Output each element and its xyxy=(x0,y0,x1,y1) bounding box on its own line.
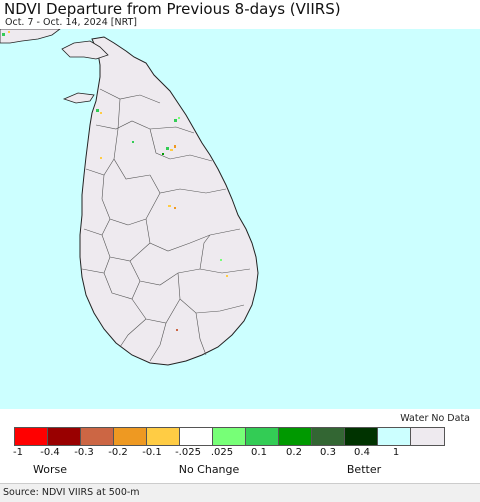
legend-tick: -.025 xyxy=(175,447,201,458)
legend-tick: -1 xyxy=(13,447,23,458)
legend-tick: 0.2 xyxy=(286,447,302,458)
legend-swatch xyxy=(411,428,444,445)
better-label: Better xyxy=(346,463,382,476)
legend-tick: 0.3 xyxy=(320,447,336,458)
legend-tick: 1 xyxy=(392,447,400,458)
legend-swatches xyxy=(14,427,445,446)
map-title: NDVI Departure from Previous 8-days (VII… xyxy=(4,0,341,18)
legend-tick: -0.4 xyxy=(40,447,60,458)
map-panel xyxy=(0,29,480,409)
source-text: Source: NDVI VIIRS at 500-m xyxy=(3,487,140,498)
mannar-island xyxy=(62,92,95,104)
legend-tick: .025 xyxy=(210,447,234,458)
legend-swatch xyxy=(312,428,345,445)
legend-swatch xyxy=(246,428,279,445)
no-change-label: No Change xyxy=(178,463,240,476)
legend-swatch xyxy=(345,428,378,445)
legend-swatch xyxy=(147,428,180,445)
jaffna-peninsula xyxy=(61,40,109,60)
legend-swatch xyxy=(81,428,114,445)
source-bar: Source: NDVI VIIRS at 500-m xyxy=(0,483,480,502)
district-boundaries xyxy=(81,88,251,362)
legend-tick: -0.1 xyxy=(142,447,162,458)
sri-lanka-map xyxy=(0,29,480,409)
water-no-data-label: Water No Data xyxy=(400,413,470,424)
legend-tick: -0.3 xyxy=(74,447,94,458)
legend-swatch xyxy=(48,428,81,445)
legend-tick: 0.4 xyxy=(354,447,370,458)
india-coast xyxy=(0,29,61,44)
sri-lanka-land xyxy=(79,36,259,366)
legend-swatch xyxy=(213,428,246,445)
map-subtitle: Oct. 7 - Oct. 14, 2024 [NRT] xyxy=(5,17,137,28)
legend-swatch xyxy=(15,428,48,445)
legend-tick: 0.1 xyxy=(251,447,267,458)
legend-swatch xyxy=(378,428,411,445)
legend-tick: -0.2 xyxy=(108,447,128,458)
legend-swatch xyxy=(114,428,147,445)
worse-label: Worse xyxy=(33,463,67,476)
legend-swatch xyxy=(279,428,312,445)
ndvi-speckles xyxy=(2,31,228,331)
legend-swatch xyxy=(180,428,213,445)
legend: Water No Data -1 -0.4 -0.3 -0.2 -0.1 -.0… xyxy=(0,409,480,483)
